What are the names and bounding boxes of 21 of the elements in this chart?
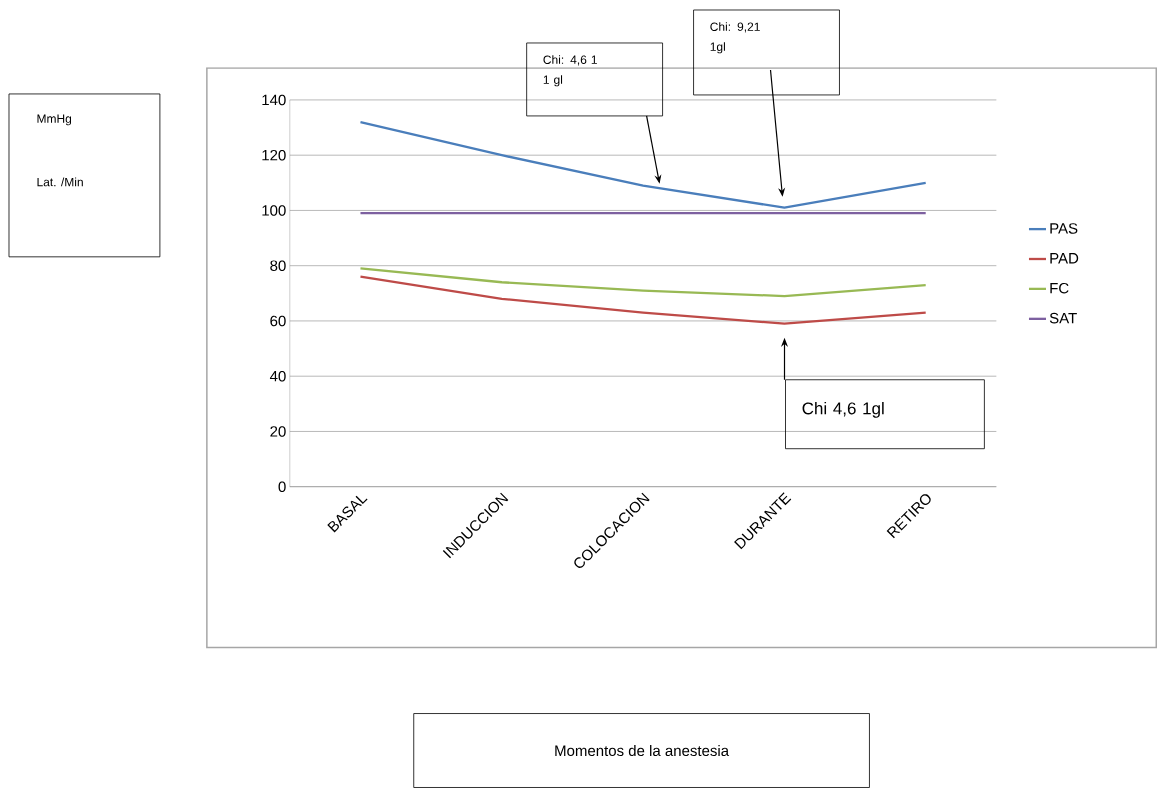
text: Chi: 9,21 1gl (710, 21, 760, 54)
text: Chi: 4,6 1 1 gl (543, 54, 597, 87)
text: Lat. /Min (37, 177, 83, 187)
y-tick-label: 20 (270, 425, 286, 437)
legend-label: PAS (1050, 222, 1078, 234)
line-series (359, 275, 927, 325)
y-tick-label: 0 (278, 481, 286, 492)
line-series (359, 267, 927, 297)
y-tick-label: 40 (269, 370, 286, 382)
annotation: Chi 4,6 1gl (802, 401, 884, 418)
y-tick-label: 80 (270, 260, 286, 271)
text: MmHg (37, 114, 72, 126)
legend-label: FC (1050, 282, 1069, 294)
y-tick-label: 120 (262, 149, 286, 161)
text: Momentos de la anestesia (555, 744, 730, 756)
y-tick-label: 140 (262, 94, 286, 105)
legend-label: SAT (1049, 312, 1077, 324)
legend-label: PAD (1050, 252, 1079, 264)
line-series (359, 120, 927, 209)
y-tick-label: 60 (270, 315, 286, 326)
y-tick-label: 100 (262, 204, 286, 216)
